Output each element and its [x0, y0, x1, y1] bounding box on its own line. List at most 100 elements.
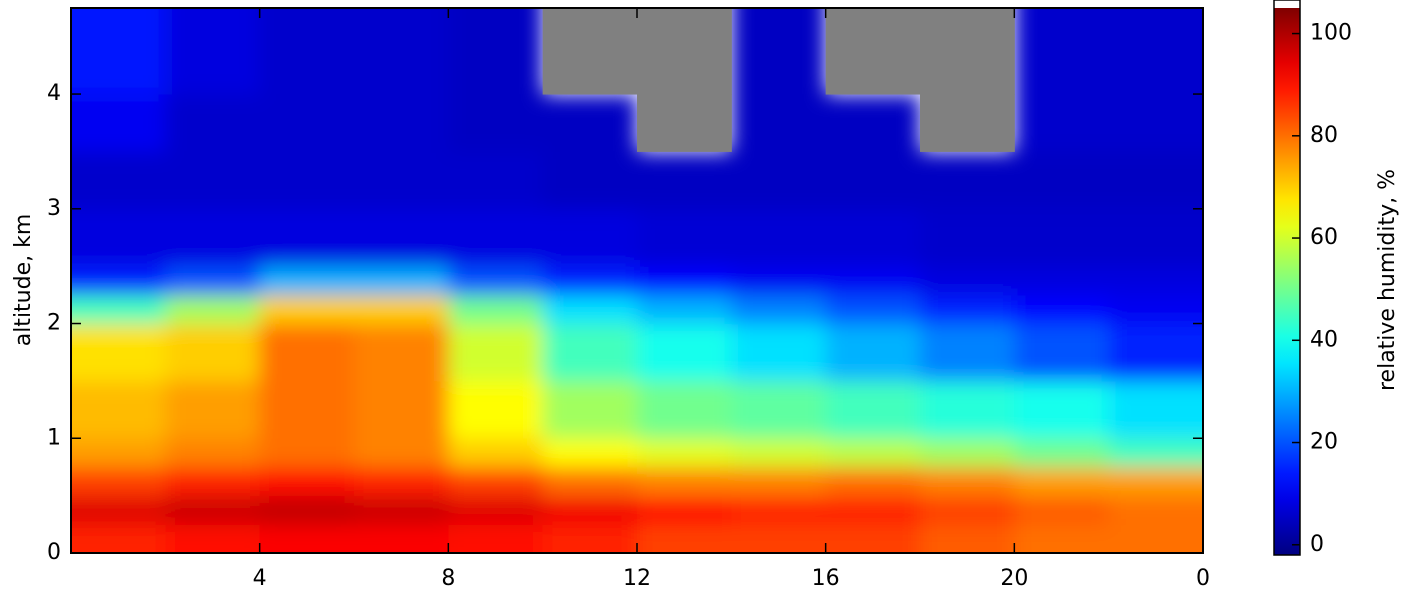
- heat-cell: [1014, 323, 1110, 382]
- colorbar-tick-label: 0: [1310, 532, 1324, 557]
- heat-cell: [354, 323, 449, 382]
- heat-cell: [165, 266, 261, 296]
- heat-cell: [542, 266, 638, 296]
- heat-cell: [1014, 466, 1110, 497]
- heat-cell: [637, 208, 732, 267]
- heat-cell: [1108, 94, 1203, 152]
- heat-cell: [637, 151, 732, 210]
- heat-cell: [354, 380, 449, 439]
- heat-cell: [1014, 495, 1110, 525]
- heat-cell: [448, 94, 544, 152]
- heat-cell: [71, 94, 166, 152]
- heat-cell: [448, 323, 544, 382]
- missing-cell: [637, 94, 732, 152]
- missing-cell: [920, 8, 1015, 95]
- heat-cell: [71, 323, 166, 382]
- heat-cell: [637, 380, 732, 439]
- x-tick-label: 4: [253, 566, 267, 591]
- heat-cell: [165, 438, 261, 468]
- heat-cell: [920, 294, 1015, 325]
- heat-cell: [825, 466, 921, 497]
- heat-cell: [731, 323, 827, 382]
- y-axis-label: altitude, km: [11, 214, 36, 347]
- heat-cell: [259, 495, 355, 525]
- heat-cell: [731, 151, 827, 210]
- heat-cell: [920, 466, 1015, 497]
- heat-cell: [731, 8, 827, 95]
- heat-cell: [165, 495, 261, 525]
- heat-cell: [920, 495, 1015, 525]
- heat-cell: [259, 208, 355, 267]
- heat-cell: [259, 438, 355, 468]
- heat-cell: [825, 94, 921, 152]
- heat-cell: [825, 323, 921, 382]
- heat-cell: [354, 524, 449, 553]
- heat-cell: [448, 495, 544, 525]
- heat-cell: [259, 94, 355, 152]
- heat-cell: [354, 438, 449, 468]
- heat-cell: [71, 151, 166, 210]
- heat-cell: [448, 208, 544, 267]
- x-tick-label: 16: [812, 566, 840, 591]
- heat-cell: [354, 495, 449, 525]
- missing-cell: [825, 8, 921, 95]
- heat-cell: [920, 208, 1015, 267]
- y-tick-label: 0: [47, 540, 61, 565]
- heat-cell: [1108, 208, 1203, 267]
- heat-cell: [354, 208, 449, 267]
- heat-cell: [71, 266, 166, 296]
- heat-cell: [448, 438, 544, 468]
- heat-cell: [71, 495, 166, 525]
- heat-cell: [354, 94, 449, 152]
- heat-cell: [825, 151, 921, 210]
- x-tick-label: 8: [441, 566, 455, 591]
- heat-cell: [1014, 438, 1110, 468]
- colorbar-label: relative humidity, %: [1375, 169, 1400, 391]
- y-tick-label: 2: [47, 311, 61, 336]
- heat-cell: [448, 380, 544, 439]
- heat-cell: [731, 466, 827, 497]
- heat-cell: [448, 151, 544, 210]
- heat-cell: [542, 323, 638, 382]
- x-tick-label: 0: [1196, 566, 1210, 591]
- heat-cell: [259, 323, 355, 382]
- heat-cell: [542, 294, 638, 325]
- heat-cell: [259, 266, 355, 296]
- heat-cell: [448, 524, 544, 553]
- heat-cell: [354, 151, 449, 210]
- heat-cell: [637, 438, 732, 468]
- heat-cell: [825, 524, 921, 553]
- heat-cell: [259, 294, 355, 325]
- heat-cell: [1108, 524, 1203, 553]
- y-tick-label: 3: [47, 196, 61, 221]
- heat-cell: [165, 94, 261, 152]
- heat-cell: [825, 438, 921, 468]
- heat-cell: [1014, 294, 1110, 325]
- colorbar-frame: [1273, 0, 1301, 556]
- heat-cell: [920, 380, 1015, 439]
- heat-cell: [1108, 266, 1203, 296]
- heat-cell: [259, 466, 355, 497]
- heat-cell: [71, 208, 166, 267]
- heat-cell: [731, 294, 827, 325]
- colorbar-tick-label: 100: [1310, 21, 1352, 46]
- heat-cell: [259, 380, 355, 439]
- heat-cell: [731, 208, 827, 267]
- heat-cell: [165, 294, 261, 325]
- colorbar-tick-label: 80: [1310, 123, 1338, 148]
- heat-cell: [1014, 151, 1110, 210]
- heat-cell: [825, 495, 921, 525]
- heat-cell: [542, 524, 638, 553]
- heat-cell: [1108, 380, 1203, 439]
- missing-cell: [920, 94, 1015, 152]
- heat-cell: [165, 8, 261, 95]
- heat-cell: [637, 466, 732, 497]
- heat-cell: [1108, 466, 1203, 497]
- heat-cell: [542, 208, 638, 267]
- heat-cell: [920, 323, 1015, 382]
- heat-cell: [259, 151, 355, 210]
- heat-cell: [354, 466, 449, 497]
- heat-cell: [259, 524, 355, 553]
- y-tick-label: 4: [47, 81, 61, 106]
- heat-cell: [1108, 323, 1203, 382]
